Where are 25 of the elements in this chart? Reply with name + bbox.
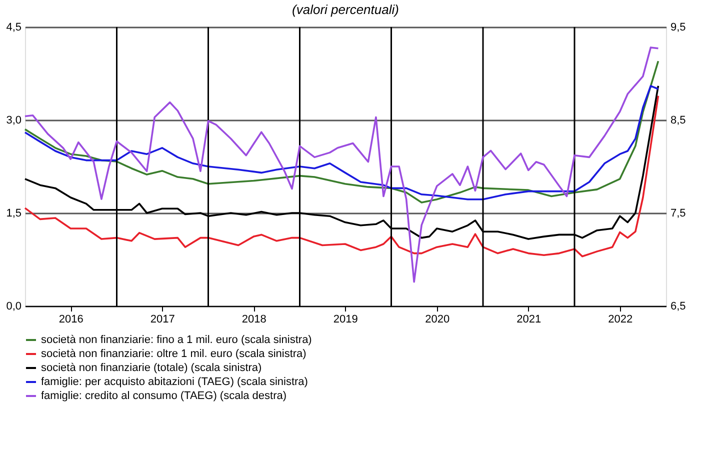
x-tick-label: 2017 [150,314,175,326]
y-tick-label: 4,5 [6,22,22,34]
line-series [24,94,660,258]
x-tick-label: 2020 [425,314,450,326]
y2-tick-label: 9,5 [670,22,686,34]
y2-tick-label: 8,5 [670,114,686,126]
y-tick-label: 0,0 [6,300,22,312]
x-tick-label: 2016 [58,314,84,326]
x-tick-label: 2022 [608,314,633,326]
y2-tick-label: 6,5 [670,300,686,312]
legend-label: società non finanziarie (totale) (scala sinistra) [41,362,262,374]
y2-tick-label: 7,5 [670,208,686,220]
legend-label: società non finanziarie: fino a 1 mil. euro (scala sinistra) [41,334,312,346]
line-series [24,85,660,200]
legend-label: famiglie: per acquisto abitazioni (TAEG) (scala sinistra) [41,376,308,388]
line-series [24,60,660,204]
legend-label: società non finanziarie: oltre 1 mil. euro (scala sinistra) [41,348,306,360]
x-tick-label: 2019 [333,314,358,326]
x-tick-label: 2018 [242,314,266,326]
legend-label: famiglie: credito al consumo (TAEG) (scala destra) [41,390,287,402]
x-tick-label: 2021 [516,314,542,326]
y-tick-label: 3,0 [6,114,22,126]
line-series [24,46,660,283]
chart-title: (valori percentuali) [292,2,399,17]
y-tick-label: 1,5 [6,208,22,220]
